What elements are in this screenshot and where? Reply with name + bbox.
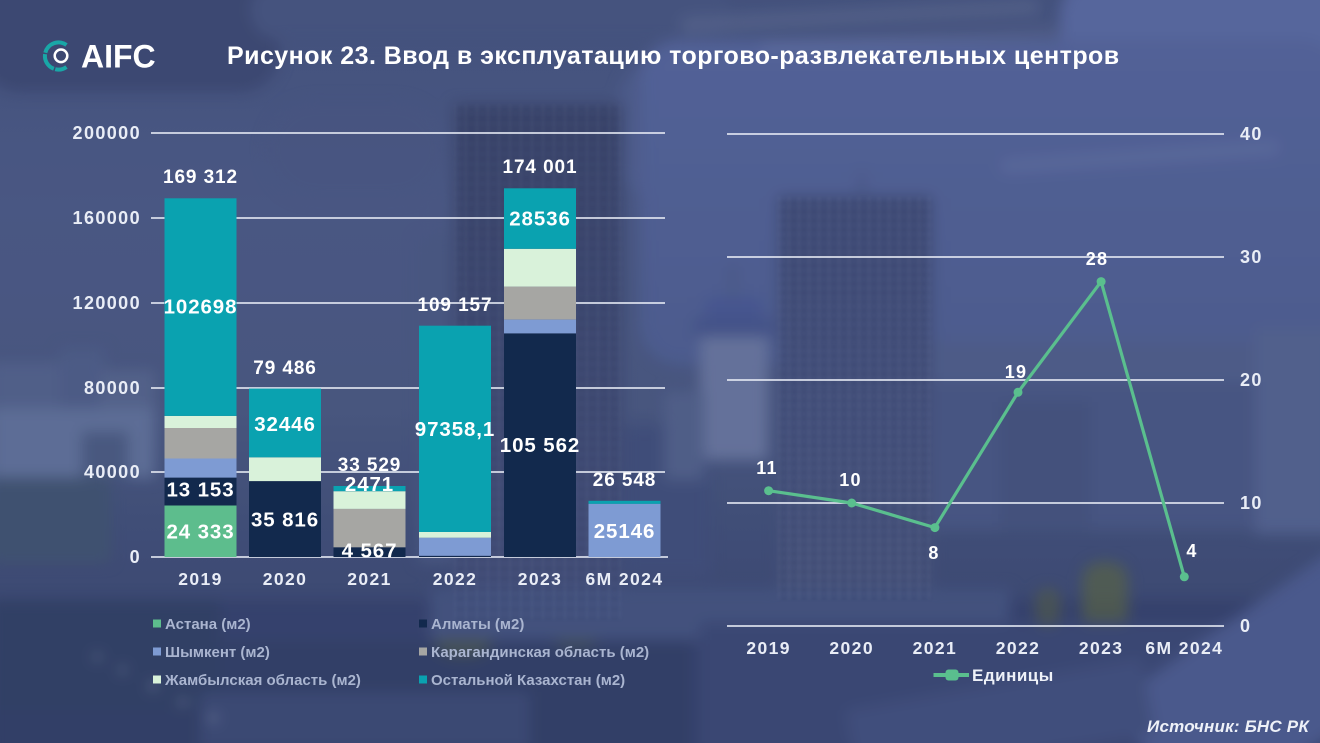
svg-text:80000: 80000 [84, 378, 141, 398]
svg-text:Астана (м2): Астана (м2) [165, 616, 251, 633]
svg-text:10: 10 [1240, 493, 1263, 513]
svg-text:2022: 2022 [433, 569, 478, 589]
svg-text:6M 2024: 6M 2024 [1145, 638, 1223, 658]
svg-text:102698: 102698 [164, 296, 238, 319]
svg-text:Остальной Казахстан (м2): Остальной Казахстан (м2) [431, 672, 625, 689]
svg-text:169 312: 169 312 [163, 167, 238, 188]
svg-text:Алматы (м2): Алматы (м2) [431, 616, 524, 633]
svg-text:2022: 2022 [996, 638, 1041, 658]
svg-text:2023: 2023 [518, 569, 563, 589]
svg-text:Рисунок 23. Ввод в эксплуатаци: Рисунок 23. Ввод в эксплуатацию торгово-… [227, 42, 1120, 70]
svg-text:0: 0 [1240, 616, 1251, 636]
svg-text:2471: 2471 [345, 473, 394, 496]
svg-text:160000: 160000 [73, 208, 141, 228]
svg-text:Карагандинская область (м2): Карагандинская область (м2) [431, 644, 649, 661]
svg-text:Шымкент (м2): Шымкент (м2) [165, 644, 270, 661]
svg-text:Источник: БНС РК: Источник: БНС РК [1147, 717, 1310, 736]
svg-text:11: 11 [756, 458, 777, 478]
svg-text:97358,1: 97358,1 [415, 418, 495, 441]
svg-text:28536: 28536 [509, 208, 571, 231]
svg-text:4 567: 4 567 [342, 540, 398, 563]
svg-text:26 548: 26 548 [593, 470, 657, 491]
svg-text:40: 40 [1240, 124, 1263, 144]
svg-text:Жамбылская область (м2): Жамбылская область (м2) [164, 672, 361, 689]
svg-text:2021: 2021 [913, 638, 958, 658]
svg-text:200000: 200000 [73, 123, 141, 143]
svg-text:2019: 2019 [178, 569, 223, 589]
svg-text:28: 28 [1086, 249, 1108, 269]
svg-text:Единицы: Единицы [972, 666, 1054, 685]
svg-text:30: 30 [1240, 247, 1263, 267]
svg-text:40000: 40000 [84, 462, 141, 482]
svg-text:24 333: 24 333 [166, 521, 234, 544]
svg-text:2019: 2019 [746, 638, 791, 658]
svg-text:2023: 2023 [1079, 638, 1124, 658]
svg-text:105 562: 105 562 [500, 434, 580, 457]
svg-text:0: 0 [130, 547, 141, 567]
svg-text:2020: 2020 [263, 569, 308, 589]
svg-text:2021: 2021 [347, 569, 392, 589]
svg-text:10: 10 [839, 470, 861, 490]
svg-text:8: 8 [928, 543, 939, 563]
svg-text:25146: 25146 [594, 520, 656, 543]
svg-text:109 157: 109 157 [418, 295, 493, 316]
svg-text:35 816: 35 816 [251, 509, 319, 532]
svg-text:32446: 32446 [254, 413, 316, 436]
svg-text:120000: 120000 [73, 293, 141, 313]
svg-text:20: 20 [1240, 370, 1263, 390]
svg-text:4: 4 [1186, 541, 1197, 561]
svg-text:6M 2024: 6M 2024 [586, 569, 664, 589]
svg-text:33 529: 33 529 [338, 455, 402, 476]
svg-text:174 001: 174 001 [503, 157, 578, 178]
svg-text:13 153: 13 153 [166, 479, 234, 502]
svg-text:79 486: 79 486 [253, 358, 317, 379]
svg-text:2020: 2020 [829, 638, 874, 658]
svg-text:19: 19 [1005, 362, 1027, 382]
svg-text:AIFC: AIFC [81, 39, 156, 75]
